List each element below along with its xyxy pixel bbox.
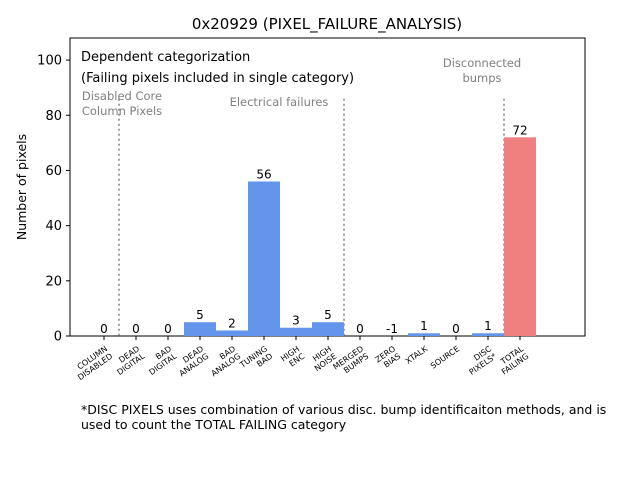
bar (504, 137, 536, 336)
value-label: 3 (292, 314, 300, 328)
y-tick-label: 100 (37, 54, 62, 69)
value-label: 2 (228, 316, 236, 330)
x-tick-label: BADDIGITAL (142, 344, 178, 377)
x-tick-label: SOURCE (429, 344, 461, 370)
group-label-disconnected-line1: Disconnected (443, 56, 521, 70)
group-label-disabled-line1: Disabled Core (82, 89, 162, 103)
bar (248, 181, 280, 336)
y-axis-label: Number of pixels (14, 134, 29, 240)
group-label-electrical: Electrical failures (230, 95, 329, 109)
header-annotation-line2: (Failing pixels included in single categ… (81, 71, 354, 86)
x-tick-label: ZEROBIAS (374, 344, 403, 372)
header-annotation-line1: Dependent categorization (81, 50, 250, 65)
value-label: 5 (196, 308, 204, 322)
value-label: 0 (100, 322, 108, 336)
bar (216, 330, 248, 336)
chart-title: 0x20929 (PIXEL_FAILURE_ANALYSIS) (192, 15, 462, 34)
x-tick-label: BADANALOG (204, 344, 242, 378)
bar (472, 333, 504, 336)
bar (408, 333, 440, 336)
x-tick-label: TOTALFAILING (495, 344, 531, 377)
x-tick-label: COLUMNDISABLED (71, 344, 114, 382)
value-label: 0 (132, 322, 140, 336)
value-label: 1 (420, 319, 428, 333)
value-label: 1 (484, 319, 492, 333)
y-tick-label: 0 (54, 330, 62, 345)
bar (312, 322, 344, 336)
y-tick-label: 20 (45, 274, 62, 289)
value-label: 56 (256, 167, 271, 181)
y-tick-label: 80 (45, 109, 62, 124)
value-label: -1 (386, 322, 398, 336)
value-label: 0 (164, 322, 172, 336)
value-label: 0 (452, 322, 460, 336)
bar (280, 327, 312, 336)
bar (184, 322, 216, 336)
group-label-disabled-line2: Column Pixels (82, 104, 162, 118)
x-tick-label: DEADANALOG (172, 344, 210, 378)
y-tick-label: 60 (45, 164, 62, 179)
x-tick-label: DEADDIGITAL (110, 344, 146, 377)
x-tick-label: XTALK (404, 344, 430, 366)
footnote: *DISC PIXELS uses combination of various… (81, 402, 607, 432)
group-label-disconnected-line2: bumps (462, 71, 501, 85)
x-tick-label: DISCPIXELS* (462, 344, 498, 377)
value-label: 5 (324, 308, 332, 322)
x-tick-label: MERGEDBUMPS (331, 344, 370, 379)
value-label: 72 (512, 123, 527, 137)
x-tick-label: HIGHENC (279, 344, 307, 371)
y-tick-label: 40 (45, 219, 62, 234)
value-label: 0 (356, 322, 364, 336)
x-tick-label: TUNINGBAD (238, 344, 275, 377)
